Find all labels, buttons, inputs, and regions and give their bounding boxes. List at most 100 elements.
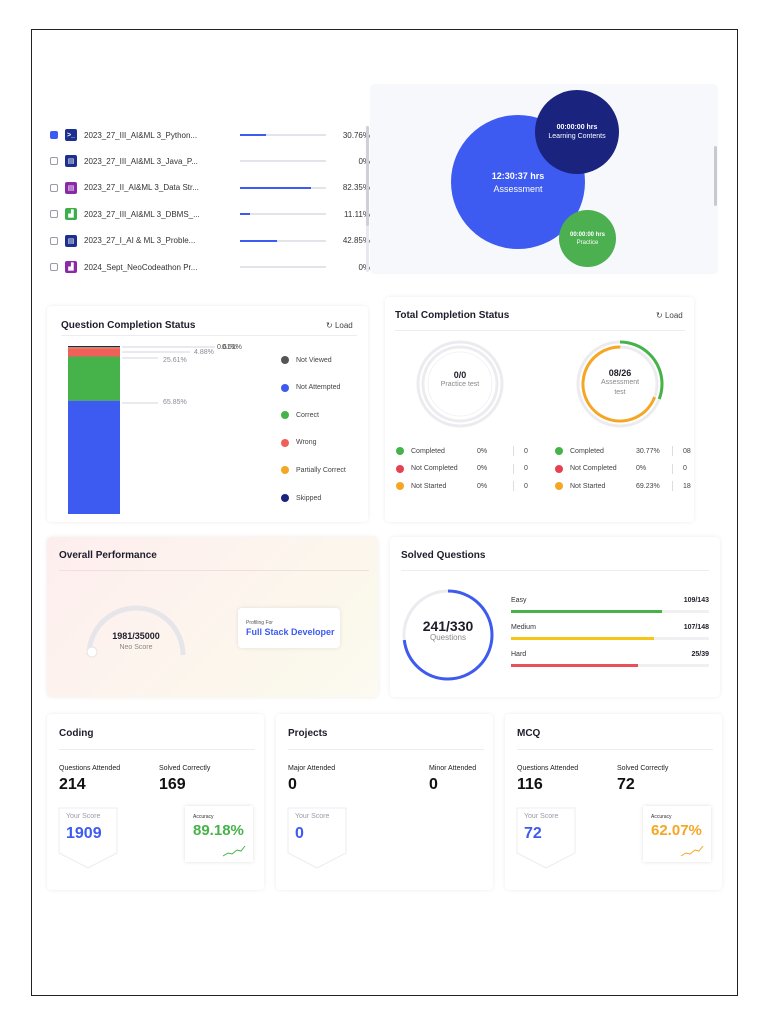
legend-dot <box>281 356 289 364</box>
legend-item[interactable]: Skipped <box>281 494 321 502</box>
course-checkbox[interactable] <box>50 236 58 245</box>
legend-item[interactable]: Not Attempted <box>281 383 341 392</box>
course-checkbox[interactable] <box>50 157 58 166</box>
projects-major-value: 0 <box>288 776 297 793</box>
book-icon: ▤ <box>65 181 77 194</box>
course-row[interactable]: ▤ 2023_27_III_AI&ML 3_Java_P... 0% <box>50 153 372 169</box>
difficulty-row: Hard 25/39 <box>511 651 709 671</box>
question-completion-chart <box>68 346 215 514</box>
profiling-label: Profiling For <box>246 620 273 626</box>
learning-contents-bubble[interactable]: 00:00:00 hrs Learning Contents <box>535 90 619 174</box>
status-label: Not Completed <box>411 465 458 472</box>
course-checkbox[interactable] <box>50 131 58 139</box>
bar-not-attempted[interactable] <box>68 400 120 514</box>
assessment-time: 12:30:37 hrs <box>491 170 545 181</box>
status-label: Not Started <box>411 482 447 490</box>
mcq-score-badge <box>516 807 576 869</box>
course-name: 2023_27_III_AI&ML 3_Python... <box>84 130 198 140</box>
course-progress-pct: 82.35% <box>342 183 370 193</box>
bar-partially-correct[interactable] <box>68 347 120 349</box>
practice-bubble[interactable]: 00:00:00 hrs Practice <box>559 210 616 267</box>
status-separator <box>672 446 673 456</box>
legend-label: Skipped <box>296 494 322 502</box>
legend-dot <box>281 466 289 475</box>
legend-label: Not Attempted <box>296 384 341 392</box>
total-completion-load-button[interactable]: ↻ Load <box>656 311 683 320</box>
course-name: 2023_27_III_AI&ML 3_DBMS_... <box>84 209 200 219</box>
legend-label: Wrong <box>296 439 317 447</box>
label-partial-pct: 0.61% <box>222 344 242 351</box>
course-progress-fill <box>240 134 267 136</box>
projects-minor-value: 0 <box>429 776 438 793</box>
status-pct: 30.77% <box>636 447 660 455</box>
course-checkbox[interactable] <box>50 183 58 192</box>
neo-score-gauge <box>86 605 186 658</box>
refresh-icon: ↻ <box>326 321 333 330</box>
course-row[interactable]: ▟ 2024_Sept_NeoCodeathon Pr... 0% <box>50 259 372 275</box>
coding-score-value: 1909 <box>66 825 102 842</box>
solved-questions-value: 241/330 <box>422 618 474 634</box>
course-row[interactable]: ▟ 2023_27_III_AI&ML 3_DBMS_... 11.11% <box>50 206 372 222</box>
legend-item[interactable]: Wrong <box>281 438 317 447</box>
projects-major-label: Major Attended <box>288 765 336 772</box>
course-checkbox[interactable] <box>50 210 58 219</box>
neo-score-value: 1981/35000 <box>112 631 160 641</box>
practice-label: Practice <box>576 239 599 246</box>
course-progress-track <box>240 186 326 189</box>
profiling-card[interactable] <box>238 608 340 648</box>
solved-questions-label: Questions <box>429 633 467 642</box>
label-not-attempted-pct: 65.85% <box>163 399 187 406</box>
learning-label: Learning Contents <box>548 133 606 140</box>
course-progress-pct: 30.76% <box>342 130 370 140</box>
course-name: 2023_27_III_AI&ML 3_Java_P... <box>84 156 198 166</box>
label-skipped-pct: 0.61% <box>217 344 237 351</box>
time-spent-scrollbar[interactable] <box>714 146 717 206</box>
status-separator <box>513 446 514 456</box>
coding-accuracy-label: Accuracy <box>193 814 214 820</box>
course-name: 2023_27_I_AI & ML 3_Proble... <box>84 236 196 246</box>
mcq-accuracy-label: Accuracy <box>651 814 672 820</box>
bar-wrong[interactable] <box>68 348 120 357</box>
status-pct: 0% <box>636 465 647 472</box>
status-row: Not Started 0% 0 <box>396 481 528 491</box>
difficulty-fill <box>511 610 662 613</box>
course-row[interactable]: ▤ 2023_27_II_AI&ML 3_Data Str... 82.35% <box>50 180 372 196</box>
course-checkbox[interactable] <box>50 263 58 271</box>
mcq-score-label: Your Score <box>524 813 559 820</box>
coding-attended-value: 214 <box>59 776 86 793</box>
legend-dot <box>281 494 289 502</box>
neo-score-label: Neo Score <box>119 644 153 651</box>
practice-time: 00:00:00 hrs <box>569 231 606 238</box>
course-list-scroll-thumb[interactable] <box>366 126 369 226</box>
status-count: 0 <box>524 482 528 490</box>
status-dot <box>396 447 404 455</box>
legend-item[interactable]: Correct <box>281 411 319 420</box>
projects-title: Projects <box>288 728 328 739</box>
bar-correct[interactable] <box>68 356 120 401</box>
solved-questions-card <box>390 537 720 697</box>
bar-skipped[interactable] <box>68 346 120 348</box>
legend-item[interactable]: Not Viewed <box>281 356 332 364</box>
coding-score-badge <box>58 807 118 869</box>
status-row: Not Started 69.23% 18 <box>555 481 691 491</box>
course-row[interactable]: >_ 2023_27_III_AI&ML 3_Python... 30.76% <box>50 127 372 143</box>
course-row[interactable]: ▤ 2023_27_I_AI & ML 3_Proble... 42.85% <box>50 233 372 249</box>
coding-score-label: Your Score <box>66 813 101 820</box>
profile-name: Full Stack Developer <box>246 627 335 637</box>
course-progress-pct: 42.85% <box>342 236 370 246</box>
difficulty-label: Hard <box>511 651 527 658</box>
course-progress-pct: 0% <box>358 156 370 166</box>
question-completion-load-button[interactable]: ↻ Load <box>326 321 353 330</box>
status-pct: 0% <box>477 465 488 472</box>
coding-attended-label: Questions Attended <box>59 765 121 772</box>
assessment-label: Assessment <box>493 183 543 194</box>
projects-score-label: Your Score <box>295 813 330 820</box>
status-count: 0 <box>524 465 528 472</box>
book-icon: ▤ <box>65 234 77 247</box>
difficulty-value: 107/148 <box>683 624 709 631</box>
total-completion-title: Total Completion Status <box>395 310 510 321</box>
difficulty-fill <box>511 664 638 667</box>
legend-item[interactable]: Partially Correct <box>281 466 346 475</box>
course-progress-fill <box>240 239 277 242</box>
course-progress-pct: 11.11% <box>344 209 370 219</box>
